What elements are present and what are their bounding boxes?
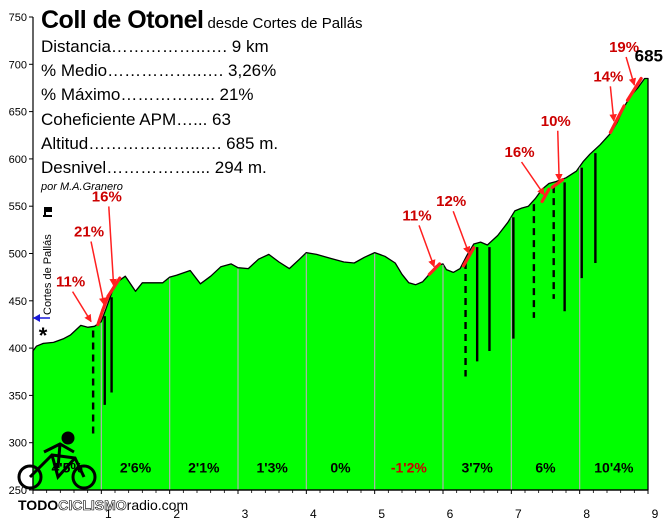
steep-arrow bbox=[555, 130, 563, 182]
y-tick-label: 450 bbox=[9, 296, 27, 308]
y-tick-label: 750 bbox=[9, 12, 27, 24]
steep-segment bbox=[461, 246, 476, 268]
x-tick-label: 8 bbox=[583, 507, 590, 521]
start-asterisk: * bbox=[39, 323, 48, 348]
steep-grade-label: 12% bbox=[436, 193, 466, 210]
climb-info-panel: Coll de Otonel desde Cortes de Pallás Dis… bbox=[41, 6, 363, 193]
y-tick-label: 650 bbox=[9, 107, 27, 119]
steep-grade-label: 11% bbox=[56, 274, 85, 291]
y-tick-label: 250 bbox=[9, 485, 27, 497]
x-tick-label: 6 bbox=[447, 507, 454, 521]
bike-wheel-rear bbox=[17, 464, 43, 490]
cyclist-icon bbox=[17, 431, 97, 490]
bike-frame bbox=[28, 453, 86, 481]
km-divider-layer bbox=[100, 167, 581, 490]
title-row: Coll de Otonel desde Cortes de Pallás bbox=[41, 6, 363, 35]
y-tick-label: 400 bbox=[9, 343, 27, 355]
x-tick-label: 5 bbox=[378, 507, 385, 521]
author-credit: por M.A.Granero bbox=[41, 181, 123, 194]
tick-layer: 250 300 350 400 450 500 550 600 650 700 750 1 2 3 4 5 6 7… bbox=[9, 12, 659, 521]
flag-cloth bbox=[46, 207, 52, 212]
stat-distance: Distancia……………..…. 9 km bbox=[41, 37, 269, 56]
start-flag-icon bbox=[43, 207, 52, 217]
steep-arrow bbox=[609, 86, 617, 122]
steep-arrow bbox=[625, 56, 637, 86]
steep-arrow bbox=[90, 241, 107, 306]
y-tick-label: 550 bbox=[9, 201, 27, 213]
km-grade-label: 1'3% bbox=[256, 459, 288, 475]
stat-average-grade: % Medio……………..…. 3,26% bbox=[41, 61, 277, 81]
steep-segment bbox=[96, 308, 105, 327]
km-grade-label: 6% bbox=[535, 459, 556, 475]
x-tick-label: 4 bbox=[310, 507, 317, 521]
y-tick-label: 350 bbox=[9, 390, 27, 402]
steep-grade-label: 14% bbox=[593, 68, 623, 85]
logo-text-radio: radio.com bbox=[127, 497, 188, 513]
y-tick-label: 500 bbox=[9, 249, 27, 261]
steep-arrow bbox=[418, 225, 436, 268]
steep-segment bbox=[608, 104, 626, 135]
km-grade-label: 3'7% bbox=[461, 459, 493, 475]
flag-pole bbox=[44, 207, 46, 217]
steep-label-layer: 11% 21% 16% 11% 12% 16% 10% 14% 19%685 bbox=[56, 39, 663, 291]
y-tick-label: 600 bbox=[9, 154, 27, 166]
steep-arrow bbox=[71, 291, 92, 323]
rider-head bbox=[61, 431, 75, 445]
steep-arrow bbox=[452, 210, 471, 255]
steep-segment bbox=[427, 262, 442, 276]
x-tick-label: 2 bbox=[173, 507, 180, 521]
x-tick-label: 3 bbox=[242, 507, 249, 521]
y-tick-label: 300 bbox=[9, 438, 27, 450]
stat-apm-coefficient: Coheficiente APM…... 63 bbox=[41, 109, 231, 129]
km-grade-label: 0% bbox=[330, 459, 351, 475]
profile-area bbox=[32, 77, 649, 491]
y-tick-label: 700 bbox=[9, 59, 27, 71]
gradient-line-layer bbox=[91, 153, 597, 436]
x-tick-label: 7 bbox=[515, 507, 522, 521]
steep-segment bbox=[106, 276, 122, 298]
start-town-label: Cortes de Pallás bbox=[42, 234, 54, 315]
bike-wheel-front bbox=[71, 464, 97, 490]
steep-arrow bbox=[520, 161, 545, 196]
profile-area-layer bbox=[32, 77, 649, 491]
summit-altitude-label: 685 bbox=[635, 46, 663, 65]
stat-altitude: Altitud………………..…. 685 m. bbox=[41, 133, 279, 153]
logo-text: TODOCICLISMOradio.com bbox=[18, 497, 188, 513]
km-grade-label: 10'4% bbox=[594, 459, 634, 475]
stat-max-grade: % Máximo…………….. 21% bbox=[41, 85, 254, 105]
logo-text-todo: TODO bbox=[18, 497, 58, 513]
x-tick-label: 9 bbox=[652, 507, 659, 521]
steep-segment bbox=[625, 76, 643, 102]
chart-title: Coll de Otonel bbox=[41, 6, 204, 34]
logo-text-ciclismo: CICLISMO bbox=[58, 497, 127, 513]
km-grade-label: 2'1% bbox=[188, 459, 220, 475]
start-marker-layer: Cortes de Pallás * bbox=[33, 207, 54, 348]
stat-elevation-gain: Desnivel…………….... 294 m. bbox=[41, 158, 267, 178]
chart-subtitle: desde Cortes de Pallás bbox=[207, 15, 363, 32]
km-grade-label: -1'2% bbox=[391, 459, 428, 475]
steep-grade-label: 21% bbox=[74, 223, 104, 240]
steep-arrow bbox=[108, 206, 117, 287]
flag-base bbox=[43, 215, 52, 217]
steep-grade-label: 16% bbox=[92, 188, 122, 205]
steep-grade-label: 16% bbox=[505, 144, 535, 161]
steep-grade-label: 10% bbox=[541, 113, 571, 130]
rider-body bbox=[43, 442, 75, 469]
start-arrow-head bbox=[33, 314, 40, 322]
steep-grade-label: 19% bbox=[609, 39, 639, 56]
x-tick-label: 1 bbox=[105, 507, 112, 521]
steep-segment bbox=[540, 187, 551, 204]
steep-arrow-layer bbox=[71, 56, 637, 323]
km-grade-layer: 4'5% 2'6% 2'1% 1'3% 0% -1'2% 3'7% 6% 10'4% bbox=[51, 459, 633, 475]
logo-layer: TODOCICLISMOradio.com bbox=[17, 431, 188, 513]
steep-segment-layer bbox=[96, 76, 643, 327]
steep-grade-label: 11% bbox=[402, 207, 431, 224]
km-grade-label: 2'6% bbox=[120, 459, 152, 475]
